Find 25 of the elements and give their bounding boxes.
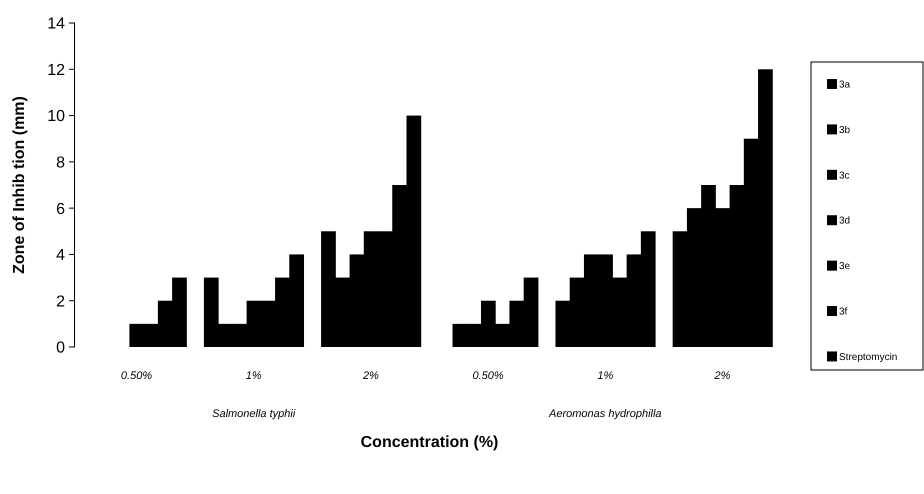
text: Aeromonas hydrophilla — [548, 408, 662, 420]
y-tick-label: 8 — [56, 154, 66, 172]
x-tick-label: 2% — [714, 370, 731, 382]
y-axis-title: Zone of Inhib tion (mm) — [11, 96, 28, 274]
y-tick-label: 14 — [47, 16, 66, 33]
y-tick-label: 6 — [56, 200, 66, 218]
legend-label: Streptomycin — [839, 352, 898, 363]
y-tick-label: 2 — [56, 293, 66, 310]
legend-label: 3f — [839, 306, 848, 318]
x-tick-label: 1% — [246, 370, 262, 382]
x-tick-label: 0.50% — [120, 370, 152, 382]
legend-label: 3d — [839, 216, 850, 227]
legend-label: 3c — [839, 170, 850, 182]
text: Salmonella typhii — [212, 408, 296, 420]
x-tick-label: 1% — [597, 370, 614, 382]
legend-label: 3e — [839, 261, 851, 272]
x-tick-label: 0.50% — [472, 370, 504, 382]
x-axis-title: Concentration (%) — [360, 434, 498, 451]
legend-label: 3a — [839, 80, 851, 90]
y-tick-label: 10 — [47, 108, 66, 126]
legend-label: 3b — [839, 124, 851, 136]
y-tick-label: 4 — [56, 247, 66, 264]
x-tick-label: 2% — [362, 370, 380, 382]
y-tick-label: 0 — [56, 340, 66, 357]
y-tick-label: 12 — [47, 62, 66, 79]
